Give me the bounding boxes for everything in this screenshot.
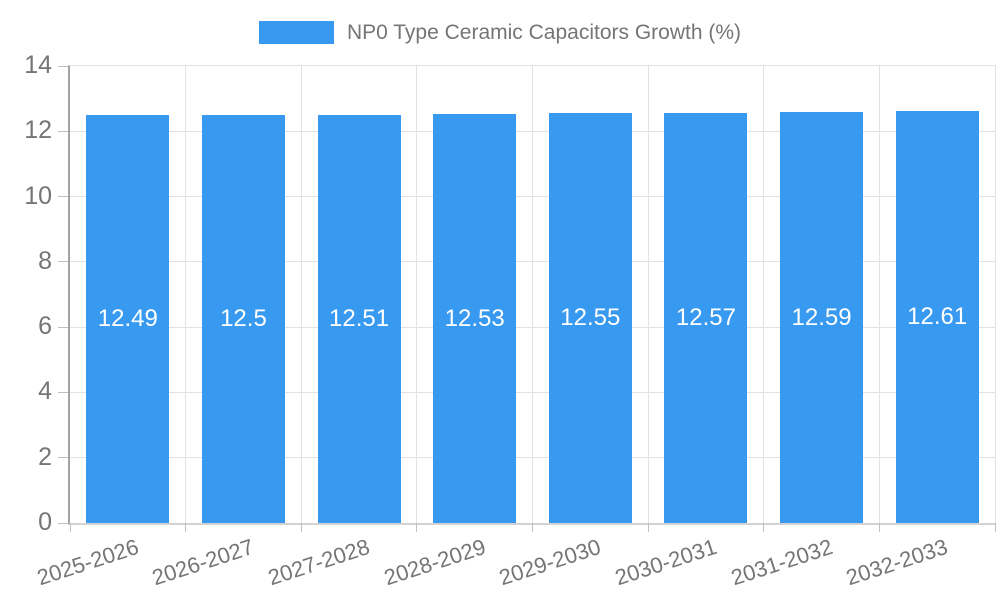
vertical-gridline (647, 66, 649, 523)
legend[interactable]: NP0 Type Ceramic Capacitors Growth (%) (0, 14, 1000, 50)
x-axis-tick (532, 523, 533, 532)
bar[interactable]: 12.53 (433, 114, 517, 523)
y-axis-tick (58, 522, 68, 524)
x-axis-tick (647, 523, 649, 532)
vertical-gridline (416, 66, 418, 523)
y-axis-tick-label: 2 (38, 442, 52, 471)
x-axis-tick (763, 523, 765, 532)
x-axis-tick (185, 523, 187, 532)
bar-value-label: 12.49 (97, 305, 158, 333)
y-axis-tick (58, 326, 68, 328)
bar[interactable]: 12.49 (86, 115, 170, 523)
vertical-gridline (300, 66, 302, 523)
bar[interactable]: 12.55 (548, 113, 632, 523)
x-axis-tick (994, 523, 996, 532)
y-axis-tick (58, 391, 68, 393)
bar-value-label: 12.61 (907, 303, 968, 331)
bar-value-label: 12.55 (560, 304, 621, 332)
legend-label: NP0 Type Ceramic Capacitors Growth (%) (346, 20, 742, 44)
y-axis-tick (58, 196, 68, 198)
y-axis-tick-label: 14 (24, 51, 52, 79)
bar-value-label: 12.5 (220, 304, 267, 332)
y-axis-tick (58, 130, 68, 132)
legend-swatch (258, 20, 334, 44)
x-axis-tick (69, 523, 71, 532)
bar[interactable]: 12.57 (664, 112, 748, 523)
x-axis-tick (300, 523, 302, 532)
plot-area: 12.49 12.5 12.51 12.53 12.55 12.57 12.59 12.61 (58, 65, 996, 532)
vertical-gridline (763, 66, 765, 523)
y-axis-tick-label: 6 (38, 312, 52, 341)
y-axis-tick (58, 261, 68, 263)
bar[interactable]: 12.51 (317, 114, 401, 523)
vertical-gridline (878, 66, 880, 523)
bar[interactable]: 12.59 (780, 112, 864, 523)
y-axis-tick-label: 0 (38, 508, 52, 536)
bar-value-label: 12.57 (675, 303, 736, 331)
bar[interactable]: 12.61 (895, 111, 979, 523)
vertical-gridline (185, 66, 187, 523)
y-axis-tick-label: 10 (24, 181, 52, 210)
bar[interactable]: 12.5 (201, 114, 285, 523)
bar-value-label: 12.51 (329, 304, 390, 332)
y-axis-tick-label: 8 (38, 246, 52, 275)
bar-value-label: 12.59 (791, 303, 852, 331)
y-axis-tick (58, 65, 68, 67)
y-axis-tick-label: 12 (24, 116, 52, 145)
x-axis-tick (416, 523, 418, 532)
vertical-gridline (532, 66, 533, 523)
bar-value-label: 12.53 (444, 304, 505, 332)
y-axis-tick (58, 457, 68, 459)
x-axis-tick (878, 523, 880, 532)
y-axis-tick-label: 4 (38, 377, 52, 406)
